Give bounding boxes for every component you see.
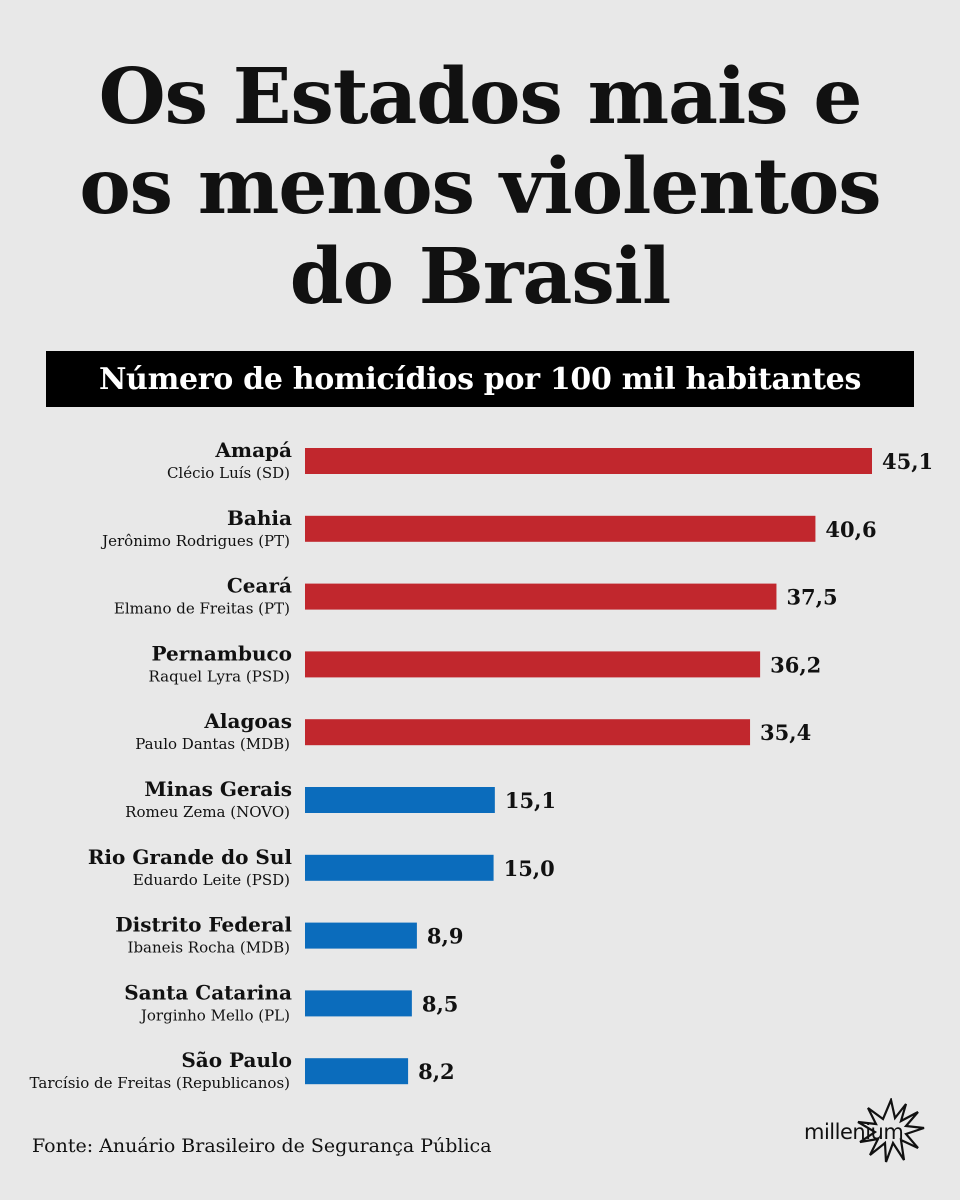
state-label: Pernambuco: [152, 641, 292, 665]
state-label: Minas Gerais: [144, 777, 292, 801]
value-label: 15,0: [504, 856, 555, 881]
bar: [305, 990, 412, 1017]
title-line: Os Estados mais e: [98, 52, 863, 142]
bar: [305, 719, 751, 746]
bar: [305, 515, 816, 542]
value-label: 35,4: [760, 720, 811, 745]
page-title: Os Estados mais e os menos violentos do …: [0, 52, 960, 322]
value-label: 8,2: [418, 1059, 455, 1084]
state-label: Distrito Federal: [115, 913, 292, 937]
governor-label: Paulo Dantas (MDB): [135, 735, 290, 753]
state-label: Santa Catarina: [124, 980, 292, 1004]
starburst-icon: [857, 1098, 925, 1163]
governor-label: Jorginho Mello (PL): [139, 1006, 290, 1024]
value-label: 36,2: [770, 652, 821, 677]
value-label: 37,5: [786, 585, 837, 610]
governor-label: Ibaneis Rocha (MDB): [128, 939, 290, 957]
title-line: os menos violentos: [79, 142, 881, 232]
governor-label: Clécio Luís (SD): [167, 464, 290, 482]
brand-logo: millenium: [804, 1098, 925, 1168]
governor-label: Elmano de Freitas (PT): [114, 600, 290, 618]
governor-label: Raquel Lyra (PSD): [149, 667, 290, 685]
chart-subtitle: Número de homicídios por 100 mil habitan…: [46, 351, 914, 407]
governor-label: Jerônimo Rodrigues (PT): [100, 532, 290, 550]
value-label: 8,9: [427, 924, 464, 949]
bar: [305, 787, 495, 813]
governor-label: Romeu Zema (NOVO): [125, 803, 290, 821]
state-label: São Paulo: [181, 1048, 292, 1072]
value-label: 45,1: [882, 449, 933, 474]
bar: [305, 854, 494, 881]
title-line: do Brasil: [289, 232, 671, 322]
value-label: 15,1: [505, 788, 556, 813]
value-label: 8,5: [422, 991, 459, 1016]
bar: [305, 922, 417, 949]
bar: [305, 1058, 409, 1085]
brand-name: millenium: [804, 1120, 904, 1144]
state-label: Alagoas: [203, 709, 292, 733]
state-label: Rio Grande do Sul: [88, 845, 293, 869]
bar: [305, 448, 872, 474]
source-note: Fonte: Anuário Brasileiro de Segurança P…: [32, 1135, 492, 1157]
state-label: Bahia: [227, 506, 292, 530]
governor-label: Tarcísio de Freitas (Republicanos): [30, 1074, 290, 1092]
value-label: 40,6: [825, 517, 876, 542]
state-label: Ceará: [227, 574, 292, 598]
bar: [305, 651, 761, 678]
bar: [305, 583, 777, 610]
state-label: Amapá: [214, 438, 292, 462]
governor-label: Eduardo Leite (PSD): [133, 871, 290, 889]
